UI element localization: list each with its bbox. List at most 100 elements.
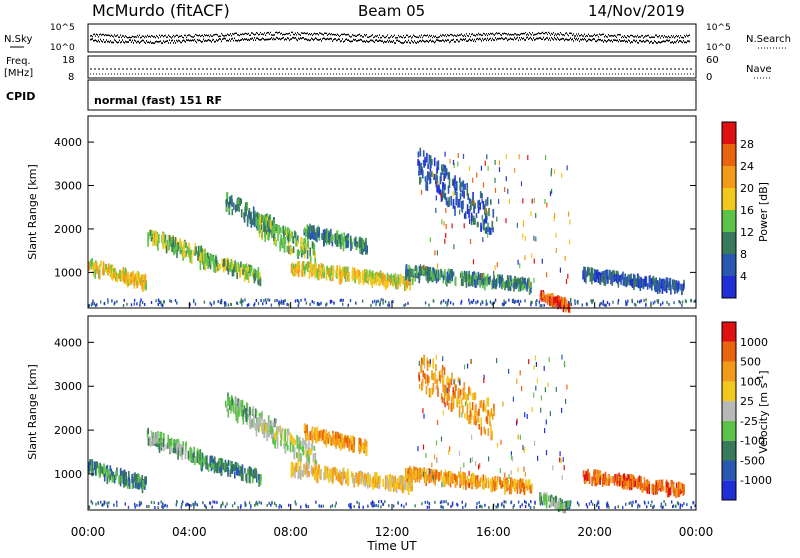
nsky-point	[209, 40, 210, 42]
nsearch-point	[378, 37, 379, 38]
nsearch-point	[508, 33, 509, 34]
echo-cell	[307, 463, 309, 470]
echo-cell	[342, 434, 344, 442]
echo-cell	[457, 162, 458, 167]
echo-cell	[372, 301, 373, 304]
echo-cell	[356, 270, 358, 279]
nsearch-point	[479, 34, 480, 35]
nsearch-point	[614, 35, 615, 36]
echo-cell	[524, 278, 526, 285]
echo-cell	[481, 166, 482, 171]
nsky-point	[345, 39, 346, 41]
nsky-label: N.Sky	[4, 34, 32, 45]
nsearch-point	[229, 35, 230, 36]
nsky-point	[267, 39, 268, 41]
nsky-point	[128, 41, 129, 43]
echo-cell	[488, 481, 490, 489]
nsky-point	[105, 41, 106, 43]
echo-cell	[403, 476, 405, 486]
nsky-point	[122, 39, 123, 41]
nsky-point	[529, 38, 530, 40]
nsky-point	[251, 38, 252, 40]
echo-cell	[596, 504, 597, 507]
nsearch-point	[400, 36, 401, 37]
nsky-point	[256, 38, 257, 40]
echo-cell	[339, 274, 341, 284]
echo-cell	[508, 281, 510, 291]
nsky-point	[188, 39, 189, 41]
nsky-point	[472, 39, 473, 41]
echo-cell	[501, 502, 502, 505]
echo-cell	[304, 440, 306, 445]
echo-cell	[153, 231, 155, 239]
echo-cell	[142, 274, 144, 279]
echo-cell	[128, 477, 130, 486]
nsearch-point	[617, 34, 618, 35]
echo-cell	[387, 273, 389, 281]
nsky-point	[567, 39, 568, 41]
nsearch-point	[462, 35, 463, 36]
nsearch-point	[622, 36, 623, 37]
echo-cell	[139, 501, 140, 504]
echo-cell	[224, 304, 225, 307]
echo-cell	[252, 477, 254, 483]
echo-cell	[525, 236, 526, 241]
nsearch-point	[157, 36, 158, 37]
nsearch-point	[567, 34, 568, 35]
echo-cell	[214, 501, 215, 504]
colorbar-swatch	[722, 210, 736, 232]
nsky-point	[108, 41, 109, 43]
nsearch-point	[560, 32, 561, 33]
echo-cell	[420, 165, 422, 170]
echo-cell	[463, 180, 465, 190]
echo-cell	[243, 212, 245, 220]
echo-cell	[598, 506, 599, 509]
echo-cell	[480, 191, 482, 198]
echo-cell	[89, 261, 91, 270]
nsearch-point	[213, 34, 214, 35]
echo-cell	[95, 503, 96, 506]
nsearch-point	[430, 36, 431, 37]
echo-cell	[235, 406, 237, 415]
nsearch-point	[191, 36, 192, 37]
nsearch-point	[317, 33, 318, 34]
nsky-point	[338, 38, 339, 40]
echo-cell	[646, 505, 647, 508]
echo-cell	[615, 506, 616, 509]
echo-cell	[461, 182, 463, 187]
echo-cell	[270, 220, 272, 229]
echo-cell	[240, 262, 242, 268]
nsky-point	[645, 41, 646, 43]
echo-cell	[639, 505, 640, 508]
nsearch-point	[359, 34, 360, 35]
echo-cell	[322, 431, 324, 440]
nsky-point	[494, 39, 495, 41]
nave-label: Nave	[746, 64, 772, 75]
nsky-point	[576, 38, 577, 40]
echo-cell	[496, 480, 498, 489]
nsearch-point	[676, 35, 677, 36]
nsky-point	[274, 39, 275, 41]
echo-cell	[504, 187, 505, 192]
nsearch-point	[262, 33, 263, 34]
echo-cell	[116, 276, 118, 282]
nsky-point	[92, 38, 93, 40]
echo-cell	[379, 272, 381, 278]
cpid-text: normal (fast) 151 RF	[94, 94, 222, 107]
echo-cell	[307, 232, 309, 238]
nsearch-point	[207, 35, 208, 36]
echo-cell	[221, 504, 222, 507]
echo-cell	[225, 505, 226, 508]
echo-cell	[388, 504, 389, 507]
nsearch-point	[481, 35, 482, 36]
echo-cell	[175, 299, 176, 302]
nsearch-point	[230, 33, 231, 34]
echo-cell	[190, 454, 192, 461]
freq-panel-frame	[88, 56, 696, 78]
echo-cell	[233, 202, 235, 209]
nsky-point	[662, 41, 663, 43]
nsearch-point	[296, 34, 297, 35]
echo-cell	[393, 505, 394, 508]
echo-cell	[660, 303, 661, 306]
echo-cell	[324, 466, 326, 472]
